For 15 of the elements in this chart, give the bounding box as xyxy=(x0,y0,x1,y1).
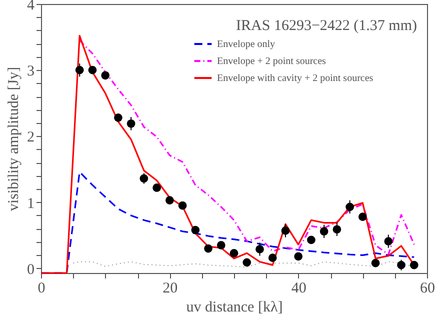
x-tick-label: 20 xyxy=(162,280,178,296)
legend-label: Envelope only xyxy=(217,39,276,50)
y-tick-label: 3 xyxy=(27,64,34,80)
legend-label: Envelope with cavity + 2 point sources xyxy=(217,73,374,84)
y-tick-label: 2 xyxy=(27,130,34,146)
y-tick-label: 0 xyxy=(27,262,34,278)
x-tick-label: 40 xyxy=(291,280,306,296)
y-axis-title: visibility amplitude [Jy] xyxy=(6,66,22,212)
legend-label: Envelope + 2 point sources xyxy=(217,56,326,67)
x-tick-label: 60 xyxy=(420,280,435,296)
y-tick-label: 4 xyxy=(27,0,35,14)
annotation: IRAS 16293−2422 (1.37 mm) xyxy=(236,18,417,34)
x-axis-title: uv distance [kλ] xyxy=(186,300,283,316)
y-tick-label: 1 xyxy=(27,196,34,212)
x-tick-label: 0 xyxy=(38,280,46,296)
